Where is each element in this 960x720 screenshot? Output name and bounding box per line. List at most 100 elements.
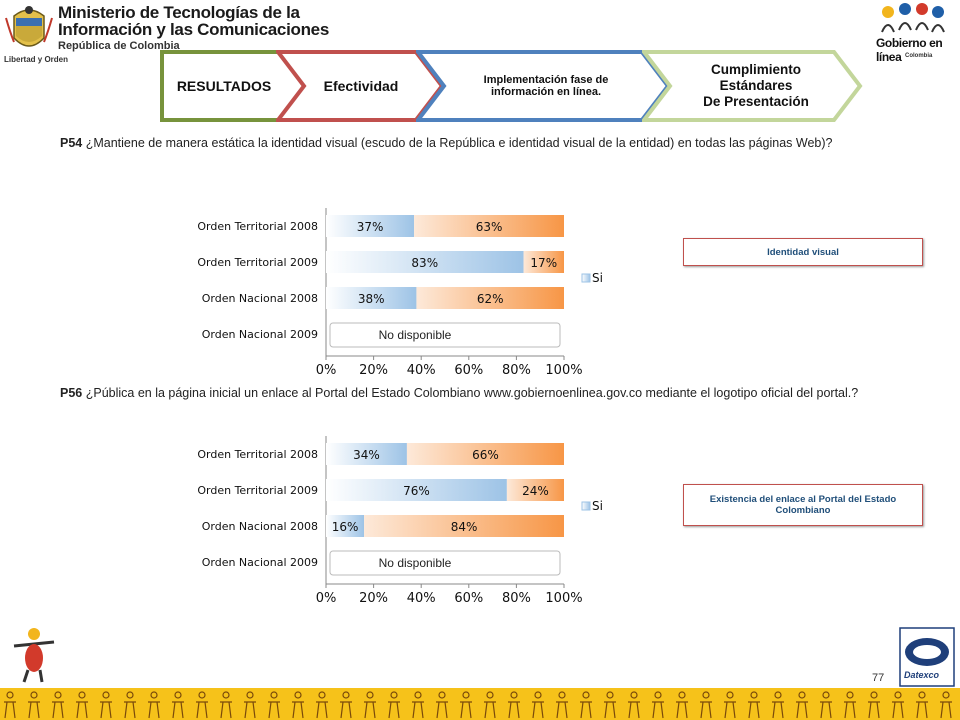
decorative-band — [0, 688, 960, 720]
band-figure-body — [52, 701, 64, 719]
band-figure — [894, 691, 902, 699]
band-figure — [798, 691, 806, 699]
band-figure-body — [916, 701, 928, 719]
question-p56-text: ¿Pública en la página inicial un enlace … — [82, 386, 859, 400]
band-figure-body — [844, 701, 856, 719]
band-figure — [606, 691, 614, 699]
tab-cumplimiento[interactable]: Cumplimiento Estándares De Presentación — [642, 48, 864, 124]
band-figure-body — [724, 701, 736, 719]
band-figure-body — [868, 701, 880, 719]
x-tick-label: 60% — [454, 591, 483, 603]
ministry-title: Ministerio de Tecnologías de la Informac… — [58, 4, 329, 52]
band-figure-body — [100, 701, 112, 719]
data-label-no: 66% — [472, 448, 499, 462]
data-label-si: 37% — [357, 220, 384, 234]
band-figure-body — [220, 701, 232, 719]
gel-title: Gobierno en línea — [876, 36, 943, 64]
band-figure — [942, 691, 950, 699]
band-figure-body — [172, 701, 184, 719]
tab-cumplimiento-line-1: Cumplimiento — [711, 61, 801, 77]
band-figure — [702, 691, 710, 699]
band-figure — [150, 691, 158, 699]
tab-efectividad-label: Efectividad — [323, 78, 399, 94]
band-figure-body — [340, 701, 352, 719]
band-figure-body — [508, 701, 520, 719]
data-label-no: 62% — [477, 292, 504, 306]
band-figure-body — [4, 701, 16, 719]
chart-p56: 0% 20% 40% 60% 80% 100% Orden Territorial 2008… — [197, 436, 603, 603]
gel-subtitle: Colombia — [905, 53, 933, 59]
band-figure-body — [748, 701, 760, 719]
no-data-label: No disponible — [379, 556, 452, 570]
band-figure — [534, 691, 542, 699]
band-figure — [102, 691, 110, 699]
band-figure-body — [604, 701, 616, 719]
category-label: Orden Territorial 2008 — [197, 220, 318, 233]
x-tick-label: 0% — [316, 591, 337, 603]
band-figure-body — [196, 701, 208, 719]
label-enlace-portal: Existencia del enlace al Portal del Esta… — [683, 484, 923, 526]
band-figure-body — [532, 701, 544, 719]
band-figure — [822, 691, 830, 699]
question-p54-text: ¿Mantiene de manera estática la identida… — [82, 136, 833, 150]
x-tick-label: 80% — [502, 591, 531, 603]
x-tick-label: 80% — [502, 363, 531, 375]
gobierno-en-linea-logo-icon — [881, 3, 945, 33]
bar-no — [416, 287, 564, 309]
ministry-line-1: Ministerio de Tecnologías de la — [58, 3, 300, 22]
chart-p54: 0% 20% 40% 60% 80% 100% Orden Territorial 2008… — [197, 208, 603, 375]
band-figure — [414, 691, 422, 699]
ministry-line-2: Información y las Comunicaciones — [58, 20, 329, 39]
tab-cumplimiento-line-2: Estándares — [719, 77, 793, 93]
band-figure-body — [364, 701, 376, 719]
bar-si — [326, 287, 417, 309]
band-figure-body — [460, 701, 472, 719]
tab-cumplimiento-label: Cumplimiento Estándares De Presentación — [676, 48, 836, 124]
data-label-no: 24% — [522, 484, 549, 498]
band-figure — [222, 691, 230, 699]
data-label-si: 76% — [403, 484, 430, 498]
x-tick-label: 20% — [359, 591, 388, 603]
bar-si — [326, 515, 365, 537]
band-figure-body — [436, 701, 448, 719]
label-identidad-visual: Identidad visual — [683, 238, 923, 266]
category-label: Orden Territorial 2008 — [197, 448, 318, 461]
band-figure — [630, 691, 638, 699]
question-p54-code: P54 — [60, 136, 83, 150]
label-identidad-visual-text: Identidad visual — [767, 246, 839, 258]
ministry-line-3: República de Colombia — [58, 40, 180, 52]
bar-si — [326, 251, 524, 273]
data-label-no: 63% — [476, 220, 503, 234]
category-label: Orden Territorial 2009 — [197, 484, 318, 497]
band-figure — [774, 691, 782, 699]
band-figure — [390, 691, 398, 699]
band-figure-body — [820, 701, 832, 719]
band-figure — [198, 691, 206, 699]
data-label-si: 83% — [411, 256, 438, 270]
band-figure — [318, 691, 326, 699]
band-figure-body — [76, 701, 88, 719]
no-data-box — [329, 550, 561, 576]
band-figure — [174, 691, 182, 699]
question-p54: P54 ¿Mantiene de manera estática la iden… — [60, 136, 833, 150]
bar-no — [506, 479, 564, 501]
category-label: Orden Nacional 2009 — [202, 556, 318, 569]
question-p56-code: P56 — [60, 386, 83, 400]
data-label-no: 17% — [530, 256, 557, 270]
x-tick-label: 100% — [545, 363, 582, 375]
band-figure — [438, 691, 446, 699]
band-figure-body — [700, 701, 712, 719]
data-label-si: 16% — [332, 520, 359, 534]
tab-implementacion[interactable]: Implementación fase de información en lí… — [416, 48, 672, 124]
band-figure — [270, 691, 278, 699]
x-tick-label: 60% — [454, 363, 483, 375]
datexco-logo-icon — [899, 627, 955, 687]
band-figure — [582, 691, 590, 699]
band-figure — [750, 691, 758, 699]
person-figure-icon — [13, 628, 55, 683]
x-tick-label: 0% — [316, 363, 337, 375]
data-label-no: 84% — [451, 520, 478, 534]
band-figure — [654, 691, 662, 699]
data-label-si: 34% — [353, 448, 380, 462]
band-figure — [510, 691, 518, 699]
